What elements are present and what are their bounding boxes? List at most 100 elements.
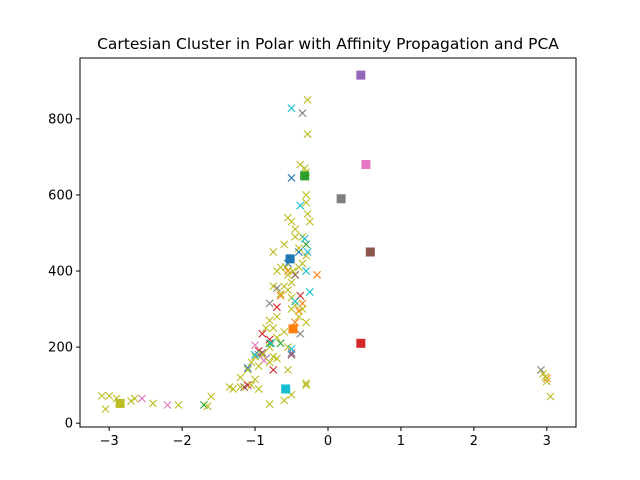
x-tick-label: −3 xyxy=(100,434,119,449)
point-stroke xyxy=(296,201,305,210)
data-point xyxy=(303,248,312,256)
data-point xyxy=(298,299,307,308)
y-tick-label: 600 xyxy=(48,188,73,203)
data-point xyxy=(97,391,106,400)
point-stroke xyxy=(302,379,311,388)
data-point xyxy=(269,282,278,291)
point-stroke xyxy=(287,173,296,182)
y-tick-label: 200 xyxy=(48,341,73,356)
point-stroke xyxy=(269,248,278,256)
point-stroke xyxy=(296,329,305,338)
point-stroke xyxy=(276,339,285,348)
point-stroke xyxy=(298,305,307,314)
point-stroke xyxy=(225,383,234,392)
point-stroke xyxy=(276,289,285,298)
data-point xyxy=(254,384,263,393)
point-stroke xyxy=(272,354,281,363)
data-point xyxy=(265,358,274,367)
point-stroke xyxy=(269,282,278,291)
point-stroke xyxy=(163,400,172,409)
data-point xyxy=(303,209,312,218)
data-point xyxy=(272,267,281,276)
cluster-center xyxy=(336,194,346,204)
point-stroke xyxy=(287,390,296,399)
data-point xyxy=(251,352,260,361)
point-stroke xyxy=(283,365,292,374)
data-point xyxy=(291,225,300,234)
y-tick-label: 800 xyxy=(48,112,73,127)
point-stroke xyxy=(303,209,312,218)
point-stroke xyxy=(247,358,256,367)
point-stroke xyxy=(203,402,212,411)
data-point xyxy=(163,400,172,409)
data-point xyxy=(272,303,281,312)
data-point xyxy=(251,341,260,350)
point-stroke xyxy=(269,365,278,374)
point-stroke xyxy=(303,95,312,104)
point-stroke xyxy=(546,392,555,401)
point-stroke xyxy=(291,232,300,241)
point-stroke xyxy=(294,312,303,321)
data-point xyxy=(287,348,296,357)
point-stroke xyxy=(269,352,278,361)
data-point xyxy=(305,217,314,226)
data-point xyxy=(302,318,311,327)
point-stroke xyxy=(148,399,157,408)
point-stroke xyxy=(101,405,110,414)
point-stroke xyxy=(105,391,114,400)
y-axis-ticks: 0 200 400 600 800 xyxy=(48,112,80,432)
data-point xyxy=(265,400,274,409)
point-stroke xyxy=(280,327,289,336)
data-point xyxy=(138,394,146,403)
data-point xyxy=(291,297,300,306)
data-point xyxy=(269,365,278,374)
data-point xyxy=(313,270,322,279)
data-point xyxy=(265,316,274,325)
data-point xyxy=(280,327,289,336)
point-stroke xyxy=(300,234,309,243)
data-point xyxy=(258,348,267,357)
point-stroke xyxy=(287,305,296,314)
data-point xyxy=(101,405,110,414)
point-stroke xyxy=(251,350,260,359)
point-stroke xyxy=(229,384,238,393)
x-tick-label: 3 xyxy=(543,434,551,449)
data-point xyxy=(291,232,300,241)
point-stroke xyxy=(200,400,208,409)
data-point xyxy=(287,104,296,113)
data-point xyxy=(251,375,260,384)
data-point xyxy=(287,350,296,359)
point-stroke xyxy=(254,362,263,371)
cluster-center xyxy=(115,398,125,408)
data-point xyxy=(254,362,263,371)
point-stroke xyxy=(265,335,274,344)
point-stroke xyxy=(287,348,296,357)
point-stroke xyxy=(281,263,290,272)
data-point xyxy=(258,350,267,359)
data-point xyxy=(276,339,285,348)
data-point xyxy=(276,291,285,300)
data-point xyxy=(287,173,296,182)
point-stroke xyxy=(207,392,216,401)
point-stroke xyxy=(265,400,274,409)
point-stroke xyxy=(303,248,312,256)
point-stroke xyxy=(258,329,267,338)
data-point xyxy=(302,379,311,388)
point-stroke xyxy=(536,365,545,374)
data-point xyxy=(296,201,305,210)
point-stroke xyxy=(265,299,274,308)
point-stroke xyxy=(251,375,260,384)
point-stroke xyxy=(302,198,311,207)
plot-area xyxy=(80,58,576,427)
y-tick-label: 0 xyxy=(65,417,73,432)
data-point xyxy=(302,381,311,390)
point-stroke xyxy=(269,324,278,333)
data-point xyxy=(272,354,281,363)
cluster-center xyxy=(285,254,295,264)
data-point xyxy=(305,287,314,296)
point-stroke xyxy=(265,316,274,325)
point-stroke xyxy=(291,297,300,306)
data-point xyxy=(298,305,307,314)
point-stroke xyxy=(258,348,267,357)
